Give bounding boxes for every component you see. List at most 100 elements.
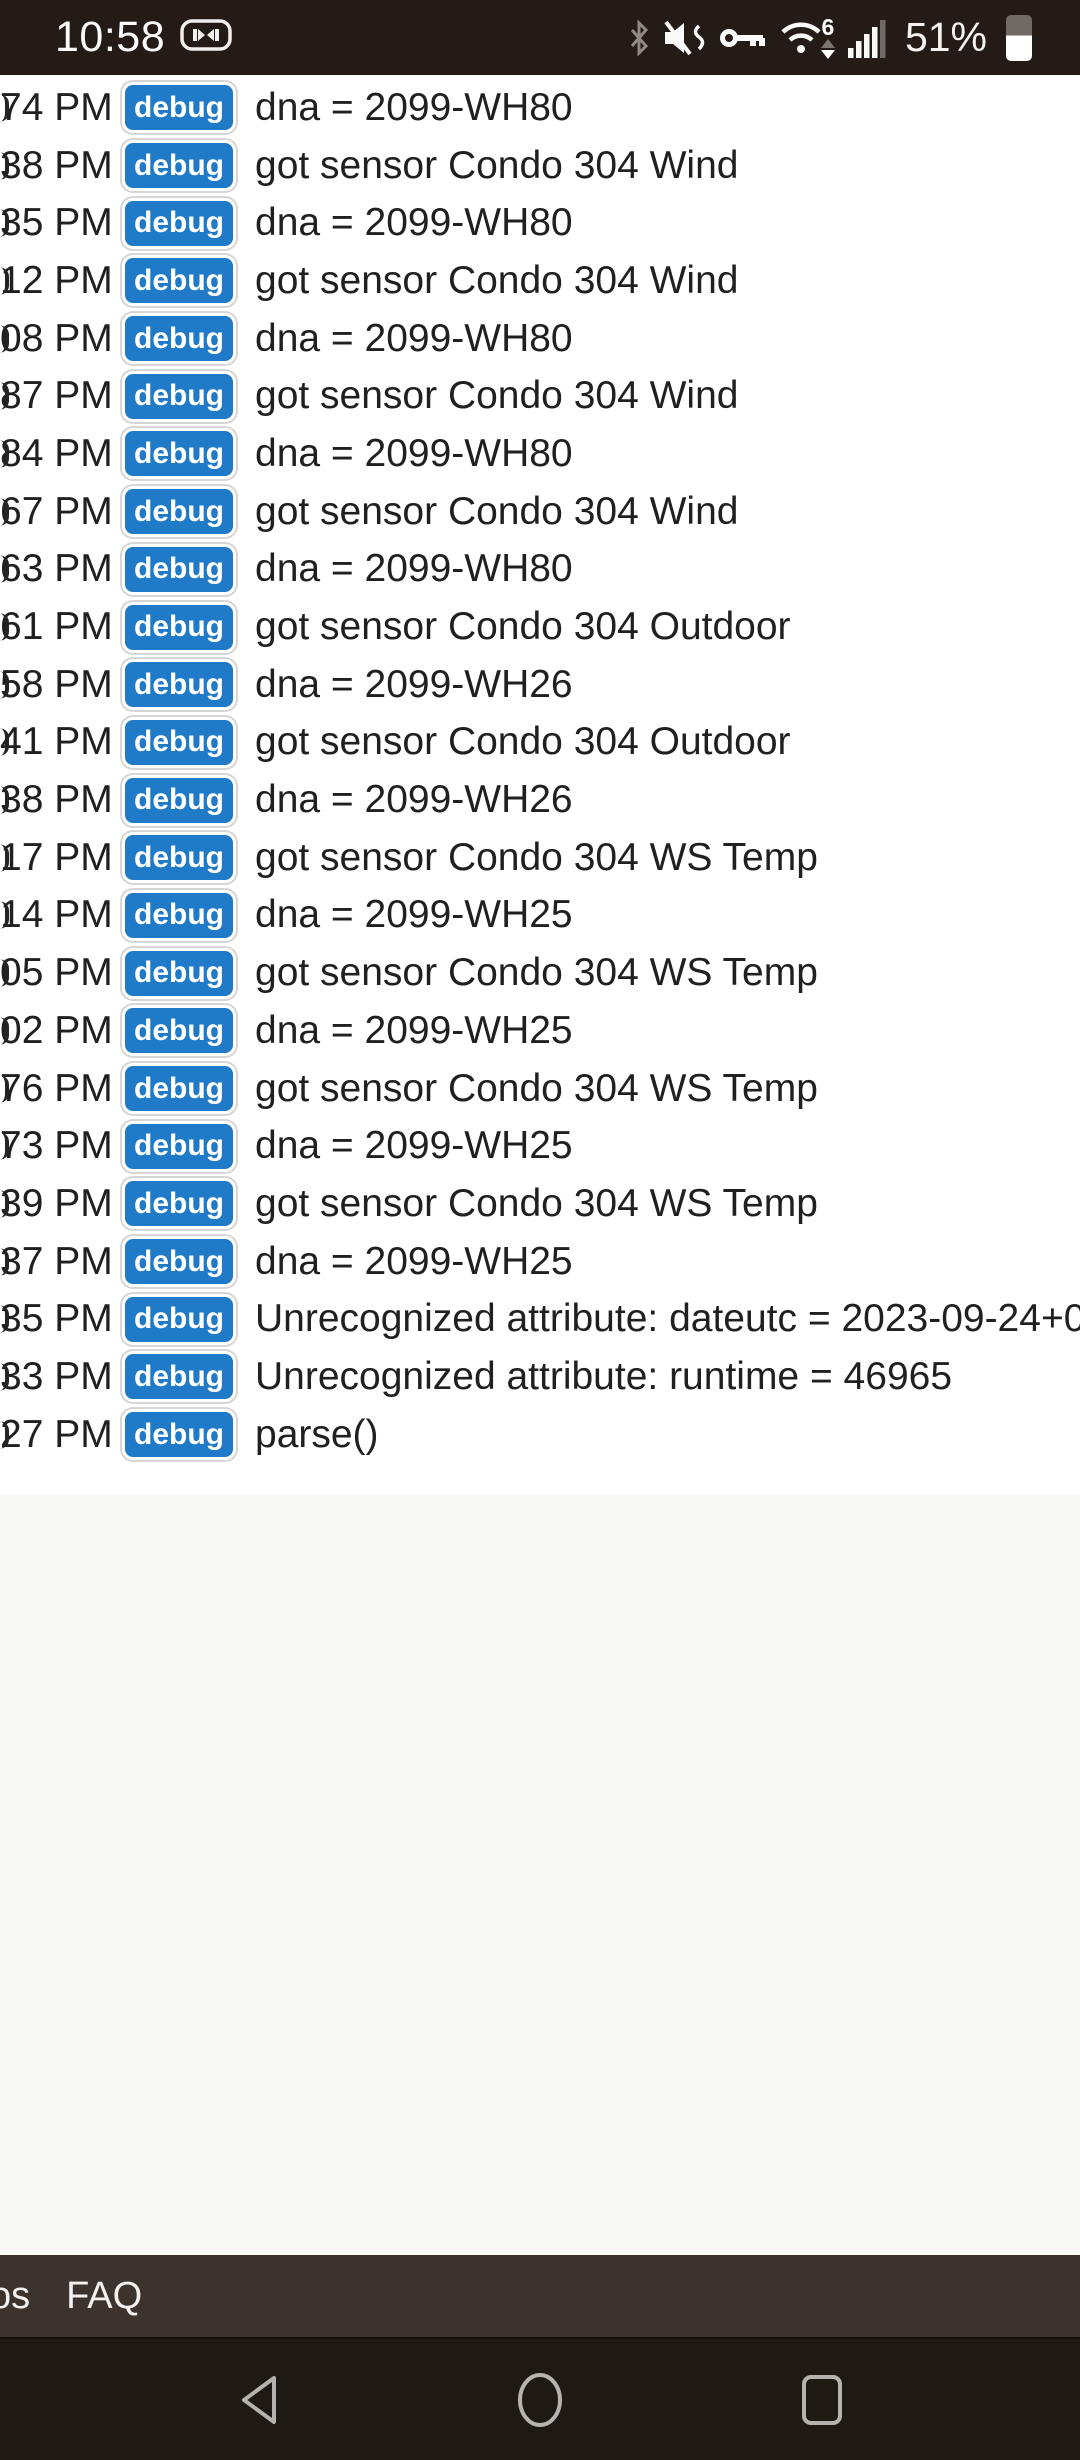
log-timestamp: 58 PM: [0, 662, 113, 706]
log-row: 76 PM debug got sensor Condo 304 WS Temp: [0, 1060, 1080, 1118]
battery-percent: 51%: [904, 14, 987, 60]
log-timestamp: 67 PM: [0, 489, 113, 533]
log-timestamp: 74 PM: [0, 85, 113, 129]
log-row: 84 PM debug dna = 2099-WH80: [0, 425, 1080, 483]
back-button[interactable]: [236, 2372, 280, 2428]
log-message: got sensor Condo 304 Wind: [255, 143, 739, 187]
log-timestamp: 12 PM: [0, 258, 113, 302]
log-row: 63 PM debug dna = 2099-WH80: [0, 541, 1080, 599]
log-row: 38 PM debug got sensor Condo 304 Wind: [0, 137, 1080, 195]
log-message: dna = 2099-WH80: [255, 85, 573, 129]
log-row: 12 PM debug got sensor Condo 304 Wind: [0, 252, 1080, 310]
log-timestamp: 87 PM: [0, 374, 113, 418]
debug-level-badge: debug: [125, 950, 233, 996]
log-timestamp: 41 PM: [0, 720, 113, 764]
log-row: 74 PM debug dna = 2099-WH80: [0, 79, 1080, 137]
log-timestamp: 73 PM: [0, 1124, 113, 1168]
wifi-icon: 6: [779, 16, 835, 59]
log-message: dna = 2099-WH26: [255, 662, 573, 706]
log-message: parse(): [255, 1412, 379, 1456]
recents-icon: [800, 2372, 844, 2428]
battery-icon: [1006, 14, 1032, 61]
log-message: dna = 2099-WH80: [255, 201, 573, 245]
home-button[interactable]: [516, 2372, 564, 2428]
screen-cast-badge-icon: [179, 16, 233, 59]
site-footer: os FAQ: [0, 2255, 1080, 2337]
debug-level-badge: debug: [125, 719, 233, 765]
log-timestamp: 38 PM: [0, 143, 113, 187]
log-row: 39 PM debug got sensor Condo 304 WS Temp: [0, 1175, 1080, 1233]
log-message: got sensor Condo 304 Outdoor: [255, 720, 791, 764]
debug-level-badge: debug: [125, 1181, 233, 1227]
log-timestamp: 17 PM: [0, 835, 113, 879]
debug-level-badge: debug: [125, 1354, 233, 1400]
log-message: dna = 2099-WH25: [255, 1124, 573, 1168]
log-row: 05 PM debug got sensor Condo 304 WS Temp: [0, 944, 1080, 1002]
log-timestamp: 08 PM: [0, 316, 113, 360]
debug-level-badge: debug: [125, 85, 233, 131]
wifi-generation-badge: 6: [820, 16, 835, 59]
log-timestamp: 76 PM: [0, 1066, 113, 1110]
log-message: got sensor Condo 304 WS Temp: [255, 1066, 818, 1110]
log-timestamp: 35 PM: [0, 201, 113, 245]
log-row: 08 PM debug dna = 2099-WH80: [0, 310, 1080, 368]
log-row: 37 PM debug dna = 2099-WH25: [0, 1233, 1080, 1291]
footer-link-partial[interactable]: os: [0, 2274, 31, 2317]
log-timestamp: 33 PM: [0, 1354, 113, 1398]
log-timestamp: 05 PM: [0, 951, 113, 995]
log-row: 33 PM debug Unrecognized attribute: runt…: [0, 1348, 1080, 1406]
debug-level-badge: debug: [125, 143, 233, 189]
recents-button[interactable]: [800, 2372, 844, 2428]
log-message: dna = 2099-WH26: [255, 778, 573, 822]
log-message: dna = 2099-WH80: [255, 431, 573, 475]
android-navigation-bar: [0, 2337, 1080, 2460]
log-timestamp: 39 PM: [0, 1181, 113, 1225]
debug-level-badge: debug: [125, 200, 233, 246]
log-row: 41 PM debug got sensor Condo 304 Outdoor: [0, 714, 1080, 772]
sound-muted-icon: [663, 18, 707, 58]
wifi-activity-arrows-icon: [820, 39, 835, 59]
log-message: dna = 2099-WH80: [255, 316, 573, 360]
empty-page-region: [0, 1495, 1080, 2255]
log-message: got sensor Condo 304 Wind: [255, 489, 739, 533]
debug-level-badge: debug: [125, 892, 233, 938]
home-icon: [516, 2372, 564, 2428]
log-row: 58 PM debug dna = 2099-WH26: [0, 656, 1080, 714]
log-row: 87 PM debug got sensor Condo 304 Wind: [0, 367, 1080, 425]
back-icon: [236, 2372, 280, 2428]
log-timestamp: 35 PM: [0, 1297, 113, 1341]
log-timestamp: 63 PM: [0, 547, 113, 591]
log-row: 38 PM debug dna = 2099-WH26: [0, 771, 1080, 829]
debug-level-badge: debug: [125, 431, 233, 477]
status-bar: 10:58: [0, 0, 1080, 75]
log-timestamp: 02 PM: [0, 1008, 113, 1052]
debug-level-badge: debug: [125, 835, 233, 881]
log-row: 14 PM debug dna = 2099-WH25: [0, 887, 1080, 945]
status-bar-left: 10:58: [0, 13, 233, 62]
log-message: dna = 2099-WH25: [255, 1008, 573, 1052]
status-clock: 10:58: [55, 13, 166, 61]
log-timestamp: 37 PM: [0, 1239, 113, 1283]
log-message: dna = 2099-WH80: [255, 547, 573, 591]
bluetooth-icon: [628, 19, 650, 56]
debug-level-badge: debug: [125, 489, 233, 535]
log-timestamp: 14 PM: [0, 893, 113, 937]
log-timestamp: 27 PM: [0, 1412, 113, 1456]
vpn-key-icon: [719, 21, 766, 55]
log-row: 27 PM debug parse(): [0, 1406, 1080, 1464]
log-message: got sensor Condo 304 WS Temp: [255, 951, 818, 995]
debug-level-badge: debug: [125, 1296, 233, 1342]
debug-level-badge: debug: [125, 1412, 233, 1458]
log-message: Unrecognized attribute: dateutc = 2023-0…: [255, 1297, 1080, 1341]
debug-level-badge: debug: [125, 1239, 233, 1285]
log-row: 61 PM debug got sensor Condo 304 Outdoor: [0, 598, 1080, 656]
log-message: Unrecognized attribute: runtime = 46965: [255, 1354, 953, 1398]
log-timestamp: 61 PM: [0, 605, 113, 649]
debug-level-badge: debug: [125, 1066, 233, 1112]
log-timestamp: 84 PM: [0, 431, 113, 475]
debug-level-badge: debug: [125, 1123, 233, 1169]
footer-link-faq[interactable]: FAQ: [66, 2274, 143, 2317]
debug-level-badge: debug: [125, 777, 233, 823]
log-message: got sensor Condo 304 Wind: [255, 374, 739, 418]
log-message: got sensor Condo 304 Wind: [255, 258, 739, 302]
